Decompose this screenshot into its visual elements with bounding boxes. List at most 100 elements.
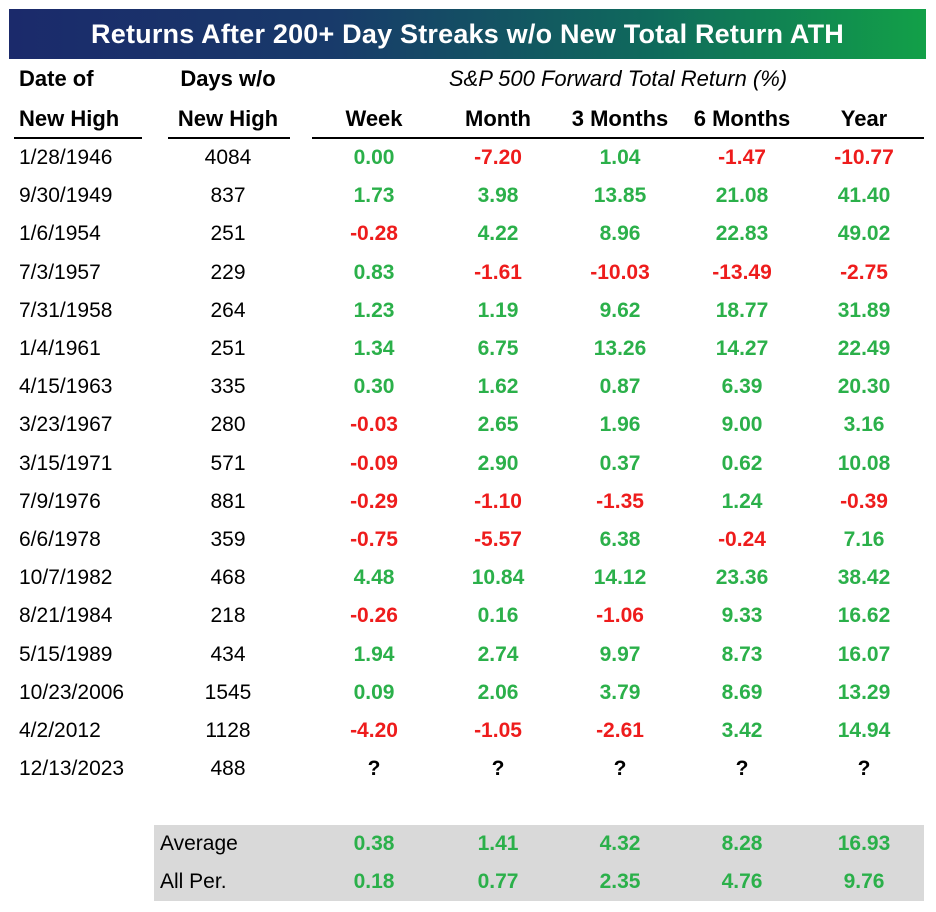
return-cell: 13.26	[593, 337, 647, 360]
return-cell: 0.00	[353, 146, 395, 169]
return-cell: -10.77	[834, 146, 894, 169]
return-cell: -0.28	[350, 222, 398, 246]
return-cell: -13.49	[712, 260, 772, 284]
date-cell: 1/4/1961	[19, 337, 101, 360]
return-cell: 6.38	[599, 528, 641, 551]
return-cell: 2.90	[477, 451, 519, 475]
return-cell: 20.30	[837, 375, 891, 399]
return-cell: 1.73	[353, 184, 395, 208]
return-cell: 3.98	[477, 184, 519, 208]
table-title: Returns After 200+ Day Streaks w/o New T…	[9, 9, 926, 59]
return-cell: -1.06	[596, 604, 644, 628]
return-cell: -2.61	[596, 719, 644, 742]
days-cell: 251	[210, 337, 246, 360]
return-cell: ?	[857, 757, 871, 781]
return-cell: 4.22	[477, 222, 519, 246]
date-cell: 4/2/2012	[19, 719, 101, 742]
return-cell: 2.06	[477, 680, 519, 704]
days-cell: 251	[210, 222, 246, 246]
summary-cell: 0.18	[353, 870, 395, 893]
return-cell: 21.08	[715, 184, 769, 208]
date-cell: 10/23/2006	[19, 680, 125, 704]
date-header-line2: New High	[19, 106, 120, 131]
date-header-line1: Date of	[19, 66, 94, 91]
summary-label: Average	[160, 832, 238, 855]
return-cell: 1.19	[477, 298, 519, 322]
return-cell: 0.62	[721, 451, 763, 475]
return-cell: -0.03	[350, 413, 398, 437]
return-cell: 22.83	[715, 222, 769, 246]
days-cell: 837	[210, 184, 246, 208]
return-cell: -1.35	[596, 489, 644, 513]
return-cell: 31.89	[837, 298, 891, 322]
date-cell: 4/15/1963	[19, 375, 113, 399]
return-cell: -4.20	[350, 719, 398, 742]
return-cell: -10.03	[590, 260, 650, 284]
return-cell: 3.16	[843, 413, 885, 437]
return-cell: -7.20	[474, 146, 522, 169]
days-cell: 229	[210, 260, 246, 284]
days-cell: 280	[210, 413, 246, 437]
return-cell: 16.07	[837, 642, 891, 666]
date-cell: 3/15/1971	[19, 451, 113, 475]
return-cell: -0.09	[350, 451, 398, 475]
return-cell: 8.73	[721, 642, 763, 666]
return-cell: 14.94	[837, 719, 891, 742]
summary-cell: 4.32	[599, 832, 641, 855]
return-cell: 14.12	[593, 566, 647, 590]
date-cell: 10/7/1982	[19, 566, 113, 590]
period-header: Month	[465, 106, 531, 131]
return-cell: 0.83	[353, 260, 395, 284]
date-cell: 3/23/1967	[19, 413, 113, 437]
return-cell: 3.79	[599, 680, 641, 704]
date-cell: 7/9/1976	[19, 489, 101, 513]
return-cell: ?	[613, 757, 627, 781]
summary-label: All Per.	[160, 870, 227, 893]
date-cell: 5/15/1989	[19, 642, 113, 666]
days-cell: 359	[210, 528, 246, 551]
summary-cell: 0.77	[477, 870, 519, 893]
date-cell: 7/3/1957	[19, 260, 101, 284]
days-cell: 4084	[204, 146, 252, 169]
return-cell: 16.62	[837, 604, 891, 628]
date-cell: 6/6/1978	[19, 528, 101, 551]
return-cell: ?	[367, 757, 381, 781]
date-cell: 8/21/1984	[19, 604, 113, 628]
return-cell: -1.47	[718, 146, 766, 169]
returns-header-rule	[312, 137, 924, 139]
return-cell: 23.36	[715, 566, 769, 590]
days-cell: 335	[210, 375, 246, 399]
return-cell: -0.29	[350, 489, 398, 513]
days-cell: 488	[210, 757, 246, 781]
return-cell: ?	[491, 757, 505, 781]
summary-cell: 0.38	[353, 832, 395, 855]
return-cell: 4.48	[353, 566, 395, 590]
return-cell: 14.27	[715, 337, 769, 360]
return-cell: 0.37	[599, 451, 641, 475]
days-cell: 264	[210, 298, 246, 322]
summary-band	[154, 825, 924, 901]
days-cell: 434	[210, 642, 246, 666]
date-cell: 7/31/1958	[19, 298, 113, 322]
return-cell: 49.02	[837, 222, 891, 246]
return-cell: -0.75	[350, 528, 398, 551]
days-cell: 468	[210, 566, 246, 590]
return-cell: 2.74	[477, 642, 519, 666]
return-cell: -1.05	[474, 719, 522, 742]
return-cell: 0.09	[353, 680, 395, 704]
days-header-line2: New High	[177, 106, 279, 131]
return-cell: 6.75	[477, 337, 519, 360]
period-header: 3 Months	[571, 106, 669, 131]
days-cell: 1545	[204, 680, 252, 704]
return-cell: 18.77	[715, 298, 769, 322]
days-cell: 1128	[205, 719, 251, 742]
return-cell: 1.62	[477, 375, 519, 399]
date-cell: 9/30/1949	[19, 184, 113, 208]
return-cell: 1.96	[599, 413, 641, 437]
summary-cell: 1.41	[477, 832, 519, 855]
return-cell: 41.40	[837, 184, 891, 208]
return-cell: -0.24	[718, 528, 766, 551]
return-cell: ?	[735, 757, 749, 781]
return-cell: 10.08	[837, 451, 891, 475]
date-header-rule	[14, 137, 142, 139]
